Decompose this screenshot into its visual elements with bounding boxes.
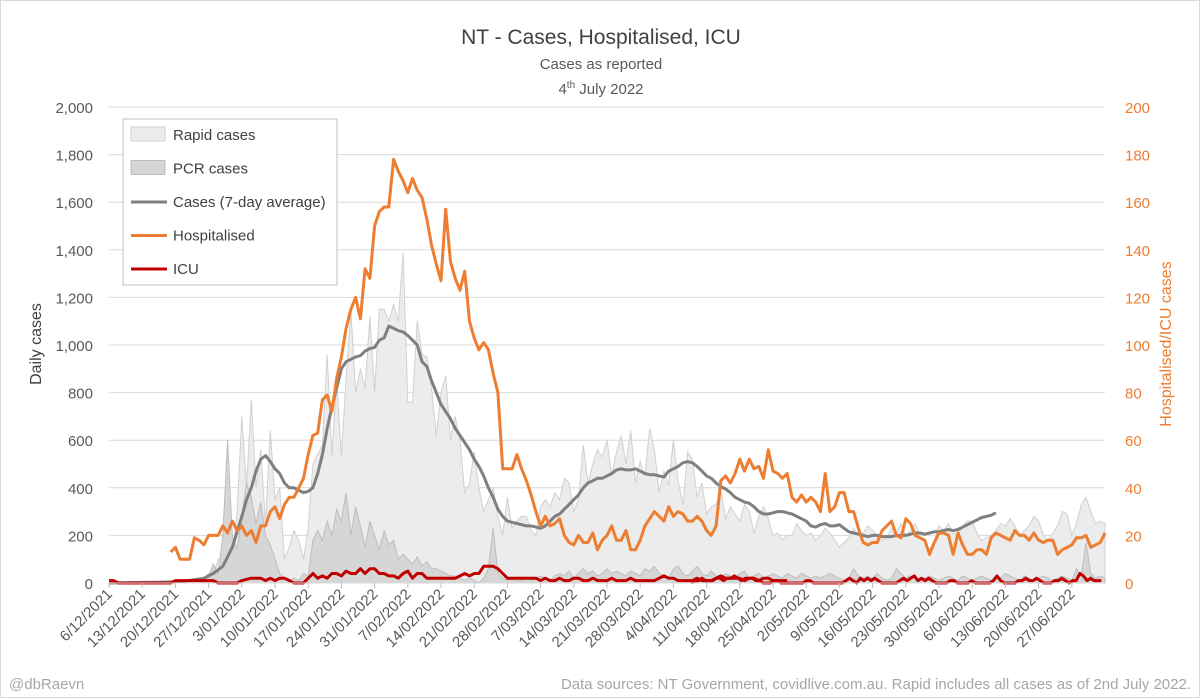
- legend-swatch-pcr: [130, 160, 166, 175]
- y-axis-left-label: Daily cases: [28, 303, 45, 385]
- y-left-tick-label: 800: [68, 386, 93, 403]
- y-left-tick-label: 1,400: [55, 243, 93, 260]
- y-right-tick-label: 140: [1125, 243, 1150, 260]
- y-left-tick-label: 0: [85, 576, 93, 593]
- area-rapid-cases: [109, 252, 1106, 584]
- legend-swatch-rapid: [130, 126, 166, 142]
- y-right-tick-label: 60: [1125, 433, 1142, 450]
- y-right-tick-label: 20: [1125, 528, 1142, 545]
- y-right-tick-label: 160: [1125, 195, 1150, 212]
- legend-label-rapid: Rapid cases: [173, 127, 256, 144]
- y-left-tick-label: 1,600: [55, 195, 93, 212]
- y-right-tick-label: 200: [1125, 100, 1150, 117]
- chart-subtitle: Cases as reported: [540, 56, 663, 73]
- y-right-tick-label: 80: [1125, 386, 1142, 403]
- chart-date-suffix: th: [567, 80, 575, 91]
- y-right-tick-label: 180: [1125, 148, 1150, 165]
- y-left-tick-label: 1,000: [55, 338, 93, 355]
- footer-credit: @dbRaevn: [9, 676, 84, 693]
- chart-date: 4th July 2022: [558, 80, 643, 98]
- legend-label-pcr: PCR cases: [173, 161, 248, 178]
- legend-label-avg: Cases (7-day average): [173, 194, 326, 211]
- y-left-tick-label: 600: [68, 433, 93, 450]
- y-right-tick-label: 120: [1125, 290, 1150, 307]
- y-axis-right-label: Hospitalised/ICU cases: [1158, 261, 1175, 426]
- legend-label-icu: ICU: [173, 261, 199, 278]
- y-left-tick-label: 1,200: [55, 290, 93, 307]
- legend-items: Rapid cases PCR cases Cases (7-day average…: [130, 126, 326, 278]
- legend-label-hosp: Hospitalised: [173, 228, 255, 245]
- y-left-tick-label: 400: [68, 481, 93, 498]
- line-icu: [109, 564, 788, 585]
- chart-title: NT - Cases, Hospitalised, ICU: [461, 26, 741, 49]
- chart-date-rest: July 2022: [575, 81, 643, 98]
- chart-date-day: 4: [558, 81, 566, 98]
- y-right-tick-label: 100: [1125, 338, 1150, 355]
- y-left-tick-label: 1,800: [55, 148, 93, 165]
- area-series: [109, 252, 1106, 584]
- y-left-tick-label: 2,000: [55, 100, 93, 117]
- y-right-tick-label: 40: [1125, 481, 1142, 498]
- legend: Rapid cases PCR cases Cases (7-day average…: [122, 118, 338, 286]
- footer-sources: Data sources: NT Government, covidlive.c…: [561, 676, 1191, 693]
- y-left-tick-label: 200: [68, 528, 93, 545]
- line-hospitalised: [169, 157, 1107, 561]
- titles: NT - Cases, Hospitalised, ICU Cases as r…: [28, 26, 1175, 427]
- area-pcr-cases: [109, 440, 1106, 584]
- footer: @dbRaevn Data sources: NT Government, co…: [9, 676, 1191, 693]
- y-right-tick-label: 0: [1125, 576, 1133, 593]
